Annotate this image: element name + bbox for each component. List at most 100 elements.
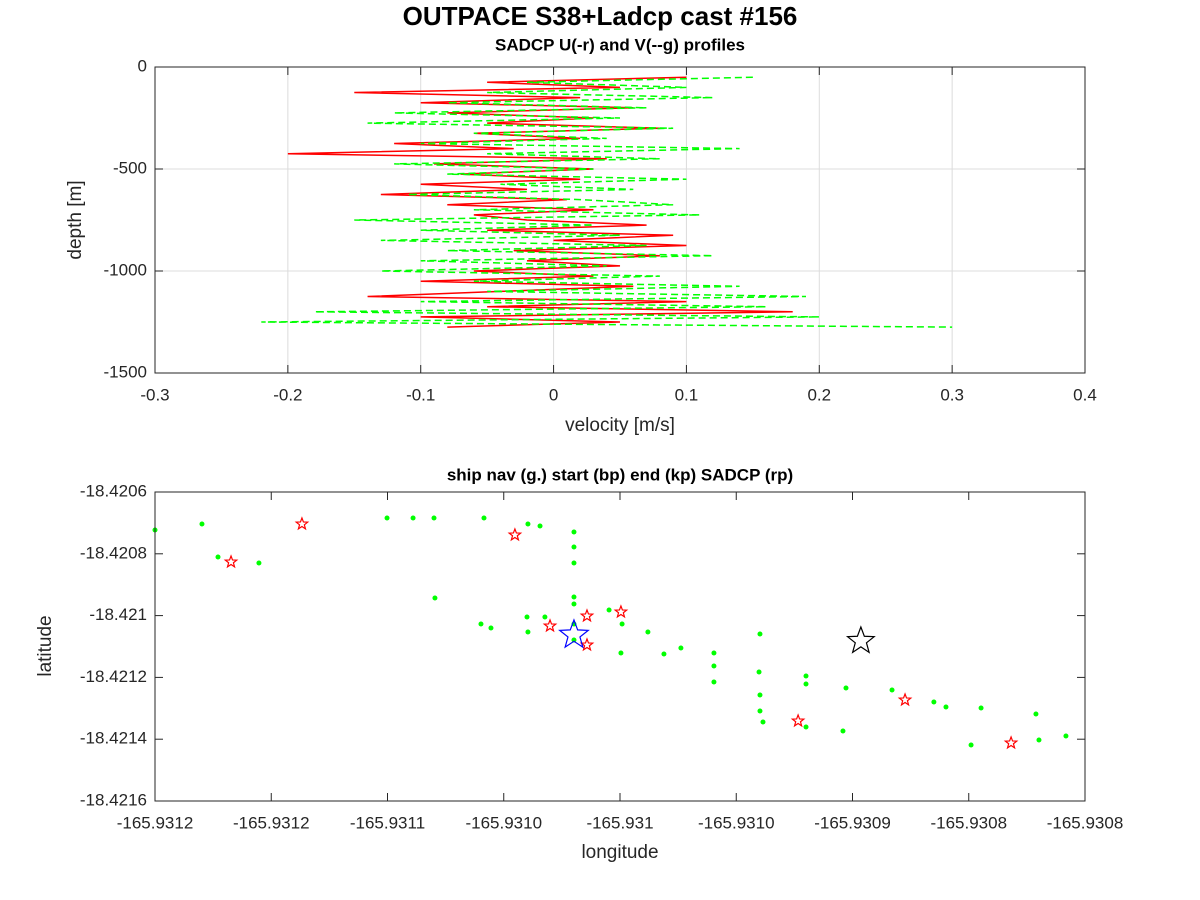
y-tick-label: -18.4206 [80, 481, 147, 500]
y-tick-label: 0 [138, 56, 147, 75]
x-tick-label: -0.3 [140, 385, 169, 404]
star-marker [558, 618, 590, 649]
nav-point [571, 637, 577, 643]
y-axis-label: latitude [35, 615, 56, 676]
x-tick-label: 0 [549, 385, 558, 404]
axes-box [154, 66, 1086, 374]
nav-point [757, 631, 763, 637]
x-tick-label: -165.9310 [698, 813, 775, 832]
nav-point [537, 523, 543, 529]
nav-point [618, 650, 624, 656]
y-tick-label: -18.4212 [80, 667, 147, 686]
nav-point [410, 515, 416, 521]
nav-point [757, 692, 763, 698]
nav-point [606, 607, 612, 613]
axes-box [154, 491, 1086, 802]
nav-point [571, 560, 577, 566]
star-marker [845, 625, 876, 654]
x-tick-label: 0.3 [940, 385, 964, 404]
nav-point [711, 663, 717, 669]
nav-point [843, 685, 849, 691]
nav-point [571, 601, 577, 607]
x-tick-label: -165.931 [586, 813, 653, 832]
nav-point [432, 595, 438, 601]
star-marker [223, 554, 239, 569]
nav-point [488, 625, 494, 631]
nav-point [711, 679, 717, 685]
x-tick-label: -165.9312 [117, 813, 194, 832]
x-tick-label: -165.9308 [1047, 813, 1124, 832]
subplot-title: ship nav (g.) start (bp) end (kp) SADCP … [447, 465, 793, 484]
nav-point [571, 594, 577, 600]
x-axis-label: longitude [581, 842, 658, 863]
star-marker [790, 713, 806, 728]
y-tick-label: -500 [113, 158, 147, 177]
y-tick-label: -1000 [104, 260, 147, 279]
nav-point [840, 728, 846, 734]
nav-point [803, 681, 809, 687]
nav-point [978, 705, 984, 711]
y-tick-label: -18.4214 [80, 729, 147, 748]
nav-point [711, 650, 717, 656]
nav-point [199, 521, 205, 527]
nav-point [661, 651, 667, 657]
x-tick-label: 0.1 [675, 385, 699, 404]
plot-area [155, 492, 1085, 801]
nav-point [931, 699, 937, 705]
star-marker [1003, 735, 1019, 750]
figure-title: OUTPACE S38+Ladcp cast #156 [403, 1, 798, 31]
nav-point [524, 614, 530, 620]
star-marker [507, 527, 523, 542]
star-marker [613, 604, 629, 619]
nav-point [757, 708, 763, 714]
y-tick-label: -18.421 [89, 605, 147, 624]
profile-line [261, 76, 953, 328]
x-axis-label: velocity [m/s] [565, 415, 675, 436]
x-tick-label: -0.1 [406, 385, 435, 404]
nav-point [803, 673, 809, 679]
x-tick-label: -165.9308 [930, 813, 1007, 832]
nav-point [571, 529, 577, 535]
nav-point [1036, 737, 1042, 743]
x-tick-label: -165.9310 [465, 813, 542, 832]
star-marker [579, 608, 595, 623]
star-marker [294, 516, 310, 531]
nav-point [431, 515, 437, 521]
nav-point [1063, 733, 1069, 739]
nav-point [215, 554, 221, 560]
star-marker [897, 692, 913, 707]
x-tick-label: -165.9312 [233, 813, 310, 832]
y-tick-label: -1500 [104, 362, 147, 381]
nav-point [384, 515, 390, 521]
star-marker [542, 618, 558, 633]
y-tick-label: -18.4216 [80, 790, 147, 809]
nav-point [678, 645, 684, 651]
x-tick-label: 0.4 [1073, 385, 1097, 404]
nav-point [525, 521, 531, 527]
subplot-title: SADCP U(-r) and V(--g) profiles [495, 35, 745, 54]
nav-point [619, 621, 625, 627]
nav-point [478, 621, 484, 627]
y-axis-label: depth [m] [65, 180, 86, 259]
nav-point [756, 669, 762, 675]
nav-point [571, 544, 577, 550]
nav-point [889, 687, 895, 693]
x-tick-label: -165.9311 [350, 813, 425, 832]
nav-point [525, 629, 531, 635]
y-tick-label: -18.4208 [80, 543, 147, 562]
nav-point [943, 704, 949, 710]
nav-point [256, 560, 262, 566]
nav-point [760, 719, 766, 725]
x-tick-label: -165.9309 [814, 813, 891, 832]
x-tick-label: -0.2 [273, 385, 302, 404]
nav-point [803, 724, 809, 730]
star-marker [579, 637, 595, 652]
nav-point [542, 614, 548, 620]
nav-point [481, 515, 487, 521]
x-tick-label: 0.2 [807, 385, 831, 404]
nav-point [645, 629, 651, 635]
nav-point [1033, 711, 1039, 717]
nav-point [968, 742, 974, 748]
